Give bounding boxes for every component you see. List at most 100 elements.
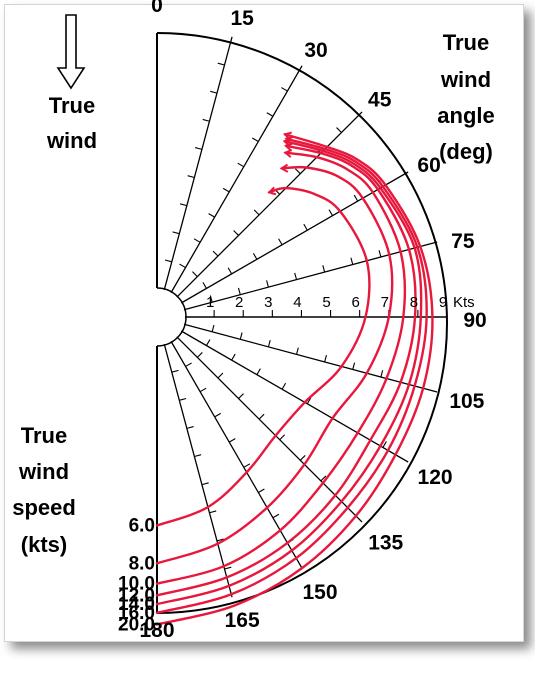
curve-arrow-10.0	[283, 149, 293, 158]
angle-label-0: 0	[151, 0, 163, 17]
tick-105-1	[211, 324, 215, 332]
tick-60-1	[202, 282, 207, 289]
tick-165-5	[201, 482, 209, 486]
curve-arrow-8.0	[279, 163, 289, 173]
tick-150-6	[258, 488, 265, 493]
speed-label-6.0: 6.0	[129, 515, 155, 536]
tick-165-8	[224, 566, 232, 570]
speed-label-12.0: 12.0	[118, 585, 155, 606]
speed-label-8.0: 8.0	[129, 553, 155, 574]
tick-105-5	[324, 355, 327, 363]
angle-label-15: 15	[230, 7, 254, 30]
tick-165-6	[209, 510, 217, 514]
tick-120-1	[205, 339, 211, 346]
tick-15-1	[164, 259, 172, 263]
curve-8.0	[155, 165, 394, 565]
speed-label-14.0: 14.0	[118, 594, 155, 615]
spoke-75	[183, 241, 438, 311]
tick-105-4	[295, 347, 299, 355]
tick-120-5	[306, 397, 312, 405]
spoke-135	[176, 336, 363, 523]
tick-45-4	[253, 209, 260, 216]
spoke-45	[176, 111, 363, 298]
tick-60-6	[328, 209, 333, 216]
tick-105-6	[352, 362, 356, 370]
radial-unit-label: Kts	[453, 294, 475, 311]
spoke-150	[170, 340, 303, 569]
tick-60-5	[303, 223, 308, 231]
curve-arrow-6.0	[267, 186, 277, 196]
tick-165-3	[186, 426, 194, 429]
curve-arrow-20.0	[283, 131, 292, 141]
curve-20.0	[155, 133, 434, 626]
true-wind-label-2: wind	[46, 128, 97, 153]
tick-105-2	[239, 332, 243, 340]
tick-75-3	[266, 280, 269, 288]
tick-75-2	[237, 287, 241, 295]
tick-105-3	[267, 339, 271, 347]
angle-label-135: 135	[368, 532, 403, 555]
radial-label-6: 6	[351, 294, 359, 311]
tick-150-1	[185, 362, 192, 367]
tick-150-7	[272, 513, 280, 519]
spoke-15	[163, 36, 233, 291]
curve-10.0	[155, 151, 407, 585]
tick-75-5	[322, 265, 326, 273]
tick-135-5	[279, 434, 286, 441]
tick-45-2	[212, 250, 219, 257]
inner-hub	[156, 287, 187, 347]
tick-135-4	[258, 413, 265, 420]
curve-arrow-16.0	[284, 135, 294, 145]
tick-45-6	[294, 168, 301, 175]
spoke-165	[163, 343, 233, 598]
tick-165-4	[194, 454, 202, 458]
tick-135-3	[238, 393, 244, 399]
radial-label-7: 7	[381, 294, 389, 311]
tick-165-7	[216, 538, 224, 542]
angle-label-75: 75	[451, 230, 475, 253]
tick-30-8	[281, 87, 288, 92]
curve-16.0	[155, 137, 428, 614]
tick-135-7	[320, 475, 327, 482]
angle-label-150: 150	[302, 581, 337, 604]
speed-label-10.0: 10.0	[118, 574, 155, 595]
tick-120-3	[256, 368, 261, 375]
outer-arc	[156, 32, 448, 614]
tick-15-4	[187, 175, 195, 179]
tick-120-2	[231, 353, 236, 361]
tick-75-1	[209, 295, 213, 303]
angle-label-60: 60	[417, 154, 440, 177]
tick-60-7	[353, 194, 359, 202]
chart-frame	[4, 4, 524, 642]
radial-label-8: 8	[410, 294, 418, 311]
tick-30-4	[222, 187, 230, 193]
tick-150-5	[243, 463, 251, 468]
tick-150-2	[199, 387, 207, 393]
angle-spokes	[163, 36, 447, 598]
tick-60-2	[227, 267, 233, 275]
tick-45-8	[336, 127, 342, 133]
curve-14.0	[155, 140, 423, 606]
angle-label-165: 165	[225, 609, 260, 632]
spoke-120	[180, 330, 409, 463]
radial-ticks	[164, 62, 419, 570]
tick-15-6	[202, 118, 210, 122]
wind-angle-label-4: (deg)	[439, 139, 493, 164]
wind-speed-label-3: speed	[12, 495, 76, 520]
tick-15-7	[210, 90, 218, 94]
wind-angle-label-2: wind	[440, 67, 491, 92]
tick-15-8	[217, 62, 225, 66]
tick-105-7	[380, 370, 384, 378]
wind-speed-label-4: (kts)	[21, 532, 67, 557]
true-wind-arrow	[56, 14, 86, 90]
true-wind-label-1: True	[49, 93, 95, 118]
tick-15-2	[172, 231, 180, 235]
angle-label-45: 45	[368, 88, 392, 111]
tick-120-4	[281, 382, 287, 390]
radial-label-5: 5	[322, 294, 330, 311]
tick-15-5	[195, 147, 203, 150]
tick-30-1	[179, 263, 186, 269]
tick-60-3	[252, 252, 258, 260]
tick-30-2	[193, 238, 201, 243]
